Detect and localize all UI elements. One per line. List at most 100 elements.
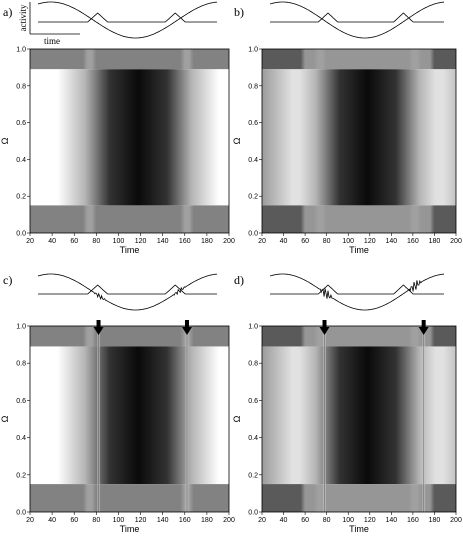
x-tick-label: 160 [179,517,191,524]
panel-label: d) [234,273,244,287]
x-tick-label: 80 [92,238,100,245]
y-tick-label: 0.8 [248,361,258,368]
arrow-shaft [421,320,426,328]
y-axis-title: Ω [0,415,10,422]
x-tick-label: 140 [157,517,169,524]
arrow-down-icon [418,327,429,335]
panel-a: a) 20 40 60 80 100 120 140 160 180 200 0.0 0.2 0.4 0.6… [0,1,235,255]
x-tick-label: 120 [135,238,147,245]
y-tick-label: 0.2 [248,194,258,201]
y-axis-title: Ω [0,137,10,144]
y-tick-label: 0.8 [16,83,26,90]
lower-band [262,484,456,512]
panel-b: b) 20 40 60 80 100 120 140 160 180 200 0.0 0.2 0.4 0.6… [232,1,462,255]
plot-frame [261,48,457,234]
plot-frame [261,325,457,513]
activity-curve-2 [38,12,217,23]
x-tick-label: 160 [407,517,419,524]
x-tick-label: 40 [48,238,56,245]
lower-band [262,205,456,233]
x-tick-label: 120 [364,238,376,245]
y-tick-label: 0.6 [16,120,26,127]
x-tick-label: 200 [450,238,462,245]
lower-band [30,484,229,512]
y-axis-title: Ω [232,415,242,422]
activity-curve-2 [270,12,444,23]
x-tick-label: 180 [429,238,441,245]
x-tick-label: 40 [280,517,288,524]
middle-band [30,346,229,485]
y-tick-label: 1.0 [16,324,26,331]
x-tick-label: 80 [323,517,331,524]
x-tick-label: 140 [385,517,397,524]
inset-x-label: time [44,36,60,46]
y-tick-label: 0.0 [16,231,26,238]
middle-band [262,69,456,206]
x-tick-label: 60 [301,238,309,245]
arrow-down-icon [319,327,330,335]
plot-frame [29,325,230,513]
activity-curve-2 [38,284,217,295]
inset-y-label: activity [18,4,28,31]
x-tick-label: 60 [70,517,78,524]
x-tick-label: 20 [26,238,34,245]
y-tick-label: 0.8 [16,361,26,368]
x-tick-label: 160 [179,238,191,245]
y-tick-label: 0.6 [16,398,26,405]
x-tick-label: 100 [342,238,354,245]
x-axis-title: Time [120,245,140,255]
y-tick-label: 0.0 [248,510,258,517]
arrow-shaft [184,320,189,328]
ripple-line [186,326,188,512]
y-tick-label: 0.2 [248,472,258,479]
x-tick-label: 180 [429,517,441,524]
activity-curve-1 [269,273,445,311]
x-tick-label: 180 [201,517,213,524]
panel-d: d) 20 40 60 80 100 120 140 160 180 200 0.0 0.2 0.4 0.6… [232,273,462,534]
x-tick-label: 60 [70,238,78,245]
activity-curve-1 [37,1,218,39]
x-tick-label: 200 [223,238,235,245]
x-tick-label: 40 [48,517,56,524]
y-tick-label: 0.4 [248,157,258,164]
x-axis-title: Time [120,524,140,534]
x-tick-label: 100 [342,517,354,524]
panel-label: b) [234,5,244,19]
x-tick-label: 160 [407,238,419,245]
lower-band [30,205,229,233]
activity-curve-1 [37,273,218,311]
upper-band [30,326,229,347]
y-tick-label: 0.4 [16,435,26,442]
y-tick-label: 0.4 [248,435,258,442]
y-tick-label: 1.0 [248,324,258,331]
x-axis-title: Time [349,524,369,534]
y-tick-label: 0.6 [248,398,258,405]
upper-band [262,326,456,347]
ripple-line [98,326,99,512]
y-tick-label: 1.0 [16,47,26,54]
x-tick-label: 120 [135,517,147,524]
arrow-down-icon [93,327,104,335]
upper-band [262,49,456,70]
panel-c: c) 20 40 60 80 100 120 140 160 180 200 0.0 0.2 0.4 0.6… [0,273,235,534]
y-tick-label: 0.0 [248,231,258,238]
middle-band [30,69,229,206]
y-tick-label: 0.8 [248,83,258,90]
x-tick-label: 20 [258,517,266,524]
y-tick-label: 0.6 [248,120,258,127]
x-tick-label: 140 [157,238,169,245]
x-tick-label: 20 [258,238,266,245]
y-axis-title: Ω [232,137,242,144]
x-tick-label: 40 [280,238,288,245]
x-tick-label: 120 [364,517,376,524]
arrow-down-icon [181,327,192,335]
middle-band [262,346,456,485]
x-tick-label: 200 [450,517,462,524]
x-tick-label: 200 [223,517,235,524]
panel-label: a) [3,5,12,19]
x-tick-label: 80 [92,517,100,524]
x-tick-label: 180 [201,238,213,245]
y-tick-label: 0.0 [16,510,26,517]
arrow-shaft [96,320,101,328]
